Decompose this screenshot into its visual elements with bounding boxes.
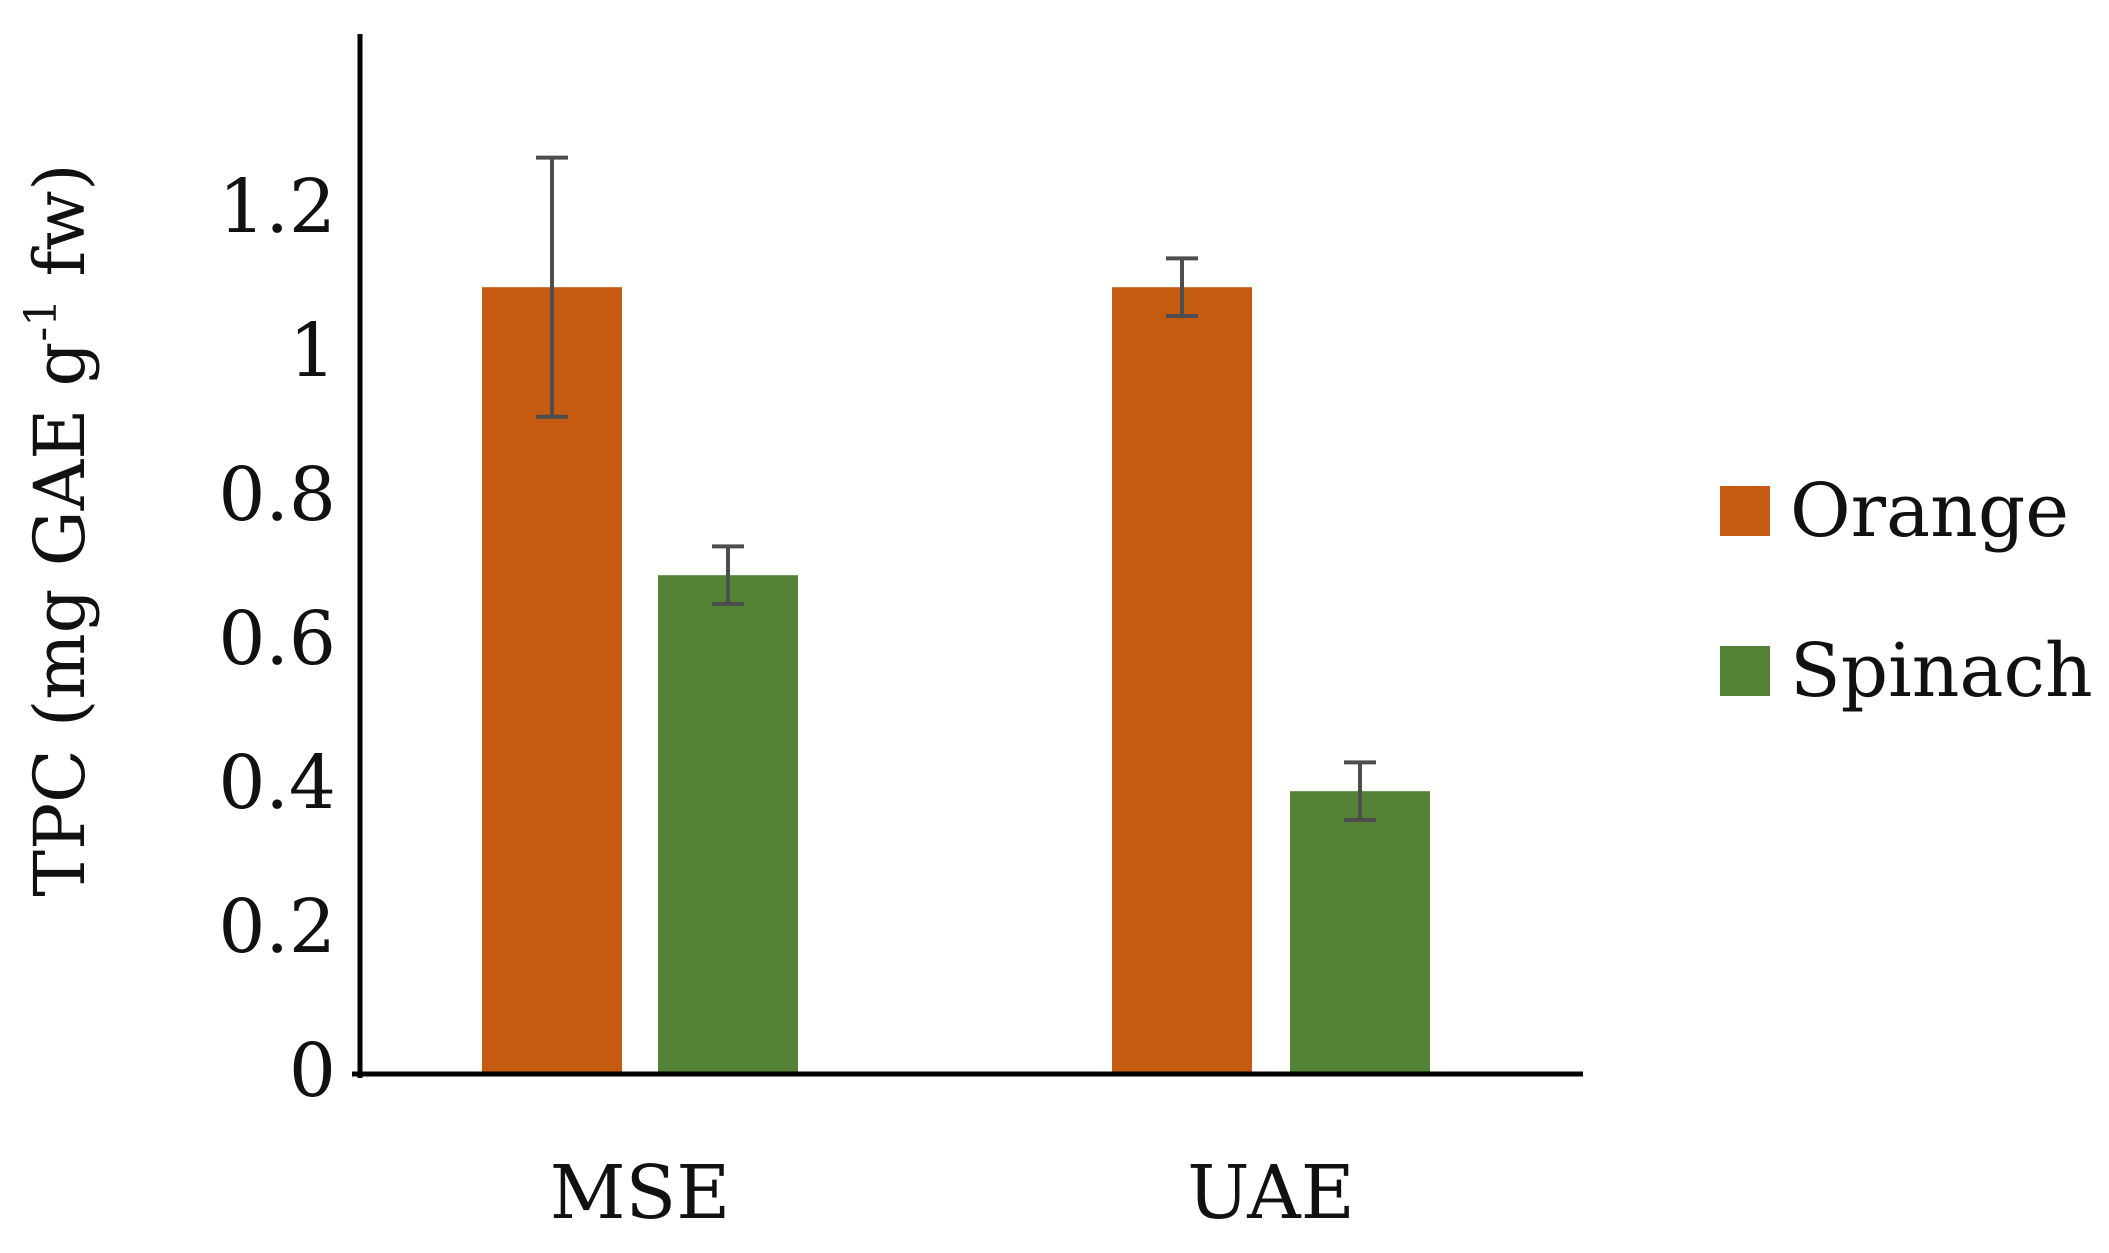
y-axis-title-suffix: fw) — [19, 163, 101, 298]
x-tick-label: MSE — [550, 1150, 730, 1236]
y-axis-title-prefix: TPC (mg GAE g — [19, 342, 101, 897]
y-tick-label: 0.4 — [218, 740, 336, 826]
bar-spinach-uae — [1290, 791, 1430, 1072]
y-tick-label: 1 — [289, 308, 336, 394]
legend-label: Orange — [1790, 468, 2069, 554]
legend: Orange Spinach — [1720, 468, 2093, 714]
y-axis-title: TPC (mg GAE g-1 fw) — [16, 163, 101, 896]
y-axis-title-superscript: -1 — [16, 299, 67, 342]
bar-spinach-mse — [658, 575, 798, 1072]
x-tick-label: UAE — [1187, 1150, 1355, 1236]
y-tick-label: 0.2 — [218, 884, 336, 970]
y-tick-labels: 0 0.2 0.4 0.6 0.8 1 1.2 — [218, 164, 336, 1114]
bar-orange-uae — [1112, 287, 1252, 1072]
legend-item-orange: Orange — [1720, 468, 2069, 554]
error-bar-orange-uae — [1166, 256, 1198, 318]
error-bars — [536, 155, 1376, 822]
x-tick-labels: MSE UAE — [550, 1150, 1355, 1236]
y-tick-label: 0 — [289, 1028, 336, 1114]
error-bar-spinach-uae — [1344, 760, 1376, 822]
legend-swatch — [1720, 486, 1770, 536]
legend-swatch — [1720, 646, 1770, 696]
y-axis-title-group: TPC (mg GAE g-1 fw) — [16, 163, 101, 896]
y-tick-label: 0.6 — [218, 596, 336, 682]
error-bar-orange-mse — [536, 155, 568, 419]
error-bar-spinach-mse — [712, 544, 744, 606]
legend-item-spinach: Spinach — [1720, 628, 2093, 714]
y-tick-label: 0.8 — [218, 452, 336, 538]
y-tick-label: 1.2 — [218, 164, 336, 250]
axes — [352, 34, 1583, 1078]
bars — [482, 287, 1430, 1072]
legend-label: Spinach — [1790, 628, 2093, 714]
